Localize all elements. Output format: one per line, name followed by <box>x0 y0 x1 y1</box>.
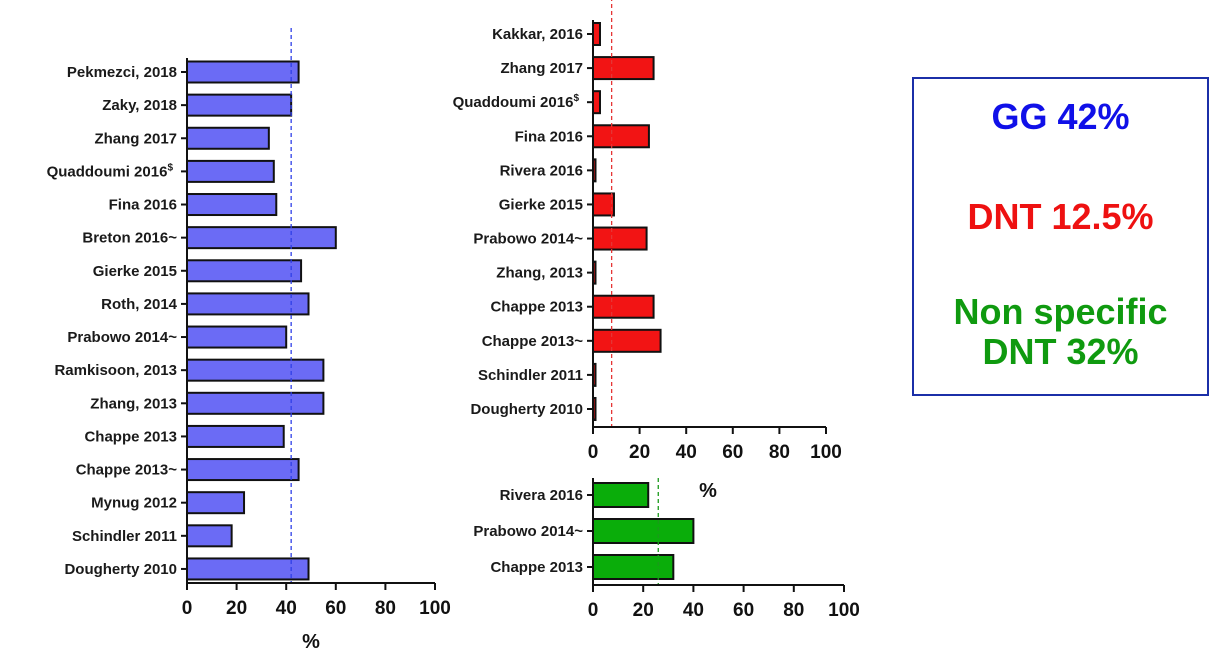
category-label-gg-0: Pekmezci, 2018 <box>67 64 177 81</box>
x-tick-label-gg-4: 80 <box>375 598 396 619</box>
category-label-gg-8: Prabowo 2014~ <box>67 329 177 346</box>
category-label-gg-11: Chappe 2013 <box>84 428 177 445</box>
bar-gg-11 <box>186 424 285 448</box>
category-label-gg-6: Gierke 2015 <box>93 263 177 280</box>
category-label-gg-9: Ramkisoon, 2013 <box>54 362 177 379</box>
bar-dnt-0 <box>592 22 601 46</box>
summary-dnt: DNT 12.5% <box>967 196 1154 237</box>
bar-nonspecific-2 <box>592 554 675 580</box>
x-tick-label-gg-3: 60 <box>325 598 346 619</box>
x-tick-label-gg-5: 100 <box>419 598 451 619</box>
bar-gg-15 <box>186 557 310 581</box>
category-label-dnt-8: Chappe 2013 <box>490 299 583 316</box>
category-label-gg-12: Chappe 2013~ <box>76 462 178 479</box>
bar-gg-4 <box>186 193 278 217</box>
bar-nonspecific-0 <box>592 482 650 508</box>
x-tick-label-gg-0: 0 <box>182 598 193 619</box>
bar-gg-14 <box>186 524 233 548</box>
category-label-gg-7: Roth, 2014 <box>101 296 178 313</box>
bar-dnt-9 <box>592 328 662 353</box>
x-tick-label-dnt-4: 80 <box>769 442 790 463</box>
x-tick-label-gg-2: 40 <box>276 598 297 619</box>
category-label-dnt-6: Prabowo 2014~ <box>473 231 583 248</box>
summary-box: GG 42% DNT 12.5% Non specific DNT 32% <box>912 77 1209 396</box>
chart-nonspecific: Rivera 2016 Prabowo 2014~ Chappe 2013 0 20 40… <box>473 478 860 621</box>
bar-gg-12 <box>186 458 300 482</box>
x-tick-label-dnt-2: 40 <box>676 442 697 463</box>
summary-nonspecific-line2: DNT 32% <box>982 331 1139 372</box>
bar-dnt-8 <box>592 294 655 319</box>
bar-gg-3 <box>186 159 275 183</box>
chart-dnt: Kakkar, 2016 Zhang 2017 Quaddoumi 2016$ Fin… <box>453 0 842 502</box>
bar-gg-6 <box>186 259 303 283</box>
bar-gg-7 <box>186 292 310 316</box>
category-label-dnt-11: Dougherty 2010 <box>470 401 583 418</box>
x-tick-label-nonspecific-5: 100 <box>828 600 860 621</box>
x-tick-label-nonspecific-3: 60 <box>733 600 754 621</box>
bar-gg-13 <box>186 491 246 515</box>
category-label-dnt-9: Chappe 2013~ <box>482 333 584 350</box>
x-tick-label-nonspecific-1: 20 <box>633 600 654 621</box>
x-tick-label-gg-1: 20 <box>226 598 247 619</box>
bar-nonspecific-1 <box>592 518 695 544</box>
x-tick-label-dnt-1: 20 <box>629 442 650 463</box>
category-label-nonspecific-0: Rivera 2016 <box>500 487 583 504</box>
bar-gg-8 <box>186 325 288 349</box>
x-tick-label-dnt-5: 100 <box>810 442 842 463</box>
x-axis-label-dnt: % <box>699 480 717 502</box>
category-label-dnt-7: Zhang, 2013 <box>496 265 583 282</box>
category-label-dnt-10: Schindler 2011 <box>478 367 583 384</box>
bar-dnt-1 <box>592 56 655 81</box>
x-tick-label-nonspecific-0: 0 <box>588 600 599 621</box>
category-label-gg-10: Zhang, 2013 <box>90 395 177 412</box>
bar-gg-10 <box>186 391 325 415</box>
x-tick-label-nonspecific-4: 80 <box>783 600 804 621</box>
bar-dnt-3 <box>592 124 650 149</box>
category-label-dnt-2: Quaddoumi 2016$ <box>453 93 580 111</box>
bar-dnt-2 <box>592 90 601 115</box>
bar-dnt-6 <box>592 226 648 251</box>
category-label-gg-14: Schindler 2011 <box>72 528 177 545</box>
category-label-nonspecific-2: Chappe 2013 <box>490 559 583 576</box>
category-label-dnt-0: Kakkar, 2016 <box>492 26 583 43</box>
category-label-gg-4: Fina 2016 <box>109 197 177 214</box>
category-label-gg-5: Breton 2016~ <box>82 230 177 247</box>
x-tick-label-nonspecific-2: 40 <box>683 600 704 621</box>
category-label-dnt-1: Zhang 2017 <box>500 60 583 77</box>
x-axis-label-gg: % <box>302 631 320 650</box>
category-label-dnt-3: Fina 2016 <box>515 128 583 145</box>
bar-gg-0 <box>186 60 300 84</box>
bar-gg-5 <box>186 226 337 250</box>
category-label-gg-2: Zhang 2017 <box>94 130 177 147</box>
bar-gg-2 <box>186 126 270 150</box>
bar-dnt-5 <box>592 192 615 217</box>
category-label-gg-1: Zaky, 2018 <box>102 97 177 114</box>
bar-gg-9 <box>186 358 325 382</box>
summary-nonspecific-line1: Non specific <box>953 291 1168 332</box>
category-label-gg-3: Quaddoumi 2016$ <box>47 162 174 180</box>
bar-gg-1 <box>186 93 293 117</box>
x-tick-label-dnt-3: 60 <box>722 442 743 463</box>
category-label-dnt-5: Gierke 2015 <box>499 196 583 213</box>
category-label-gg-13: Mynug 2012 <box>91 495 177 512</box>
chart-gg: Pekmezci, 2018 Zaky, 2018 Zhang 2017 Quaddo… <box>47 28 451 650</box>
summary-gg: GG 42% <box>991 96 1130 137</box>
category-label-gg-15: Dougherty 2010 <box>64 561 177 578</box>
category-label-nonspecific-1: Prabowo 2014~ <box>473 523 583 540</box>
category-label-dnt-4: Rivera 2016 <box>500 162 583 179</box>
x-tick-label-dnt-0: 0 <box>588 442 599 463</box>
